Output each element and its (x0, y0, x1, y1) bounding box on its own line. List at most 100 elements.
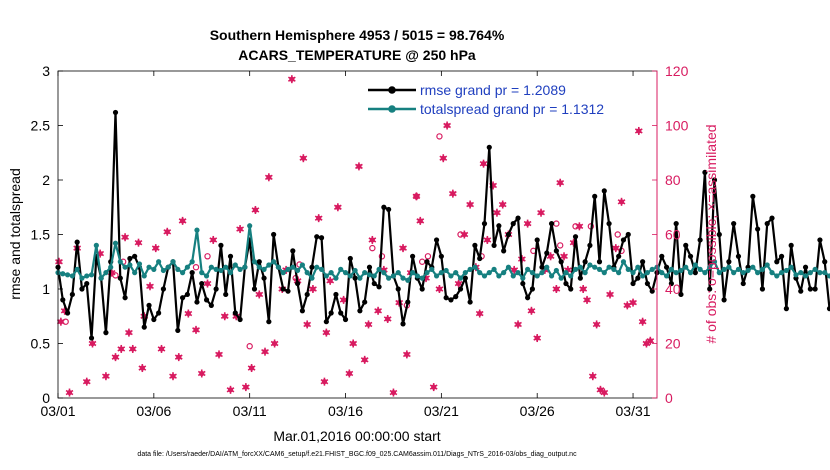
rmse-point (381, 204, 387, 210)
totalspread-point (649, 266, 655, 272)
totalspread-point (534, 273, 540, 279)
rmse-point (386, 206, 392, 213)
totalspread-point (290, 264, 296, 270)
totalspread-point (812, 266, 818, 272)
assimilated-obs-center (618, 199, 625, 205)
rmse-point (620, 237, 627, 243)
assimilated-obs-center (341, 297, 347, 303)
rmse-point (141, 324, 147, 330)
assimilated-obs-center (216, 351, 222, 358)
legend: rmse grand pr = 1.2089 totalspread grand… (368, 82, 604, 117)
rmse-point (721, 297, 727, 303)
totalspread-point (280, 270, 286, 276)
assimilated-obs-center (548, 253, 554, 259)
totalspread-point (620, 259, 627, 265)
totalspread-point (788, 264, 794, 270)
rmse-point (731, 221, 737, 227)
legend-rmse-marker (388, 86, 396, 94)
legend-rmse-label: rmse grand pr = 1.2089 (420, 82, 566, 98)
assimilated-obs-marker (466, 200, 474, 209)
rmse-point (683, 242, 689, 248)
assimilated-obs-marker (402, 350, 411, 359)
totalspread-point (592, 264, 598, 270)
assimilated-obs-marker (479, 159, 488, 168)
assimilated-obs-center (440, 155, 446, 161)
rmse-point (769, 215, 775, 221)
assimilated-obs-marker (320, 377, 329, 386)
assimilated-obs-marker (448, 189, 457, 198)
totalspread-point (381, 270, 387, 276)
assimilated-obs-marker (326, 276, 335, 285)
rmse-point (156, 310, 162, 316)
totalspread-point (352, 267, 358, 274)
rmse-point (410, 253, 416, 259)
totalspread-point (338, 266, 344, 272)
assimilated-obs-center (327, 278, 333, 284)
assimilated-obs-marker (264, 173, 273, 182)
totalspread-point (472, 264, 478, 270)
rmse-point (84, 280, 90, 287)
rmse-point (510, 221, 516, 227)
possible-obs-marker (614, 231, 621, 238)
assimilated-obs-marker (303, 320, 312, 329)
rmse-point (213, 286, 219, 292)
rmse-point (448, 297, 454, 303)
rmse-point (376, 284, 382, 290)
rmse-point (60, 297, 66, 303)
rmse-point (707, 286, 713, 292)
assimilated-obs-marker (443, 121, 451, 130)
assimilated-obs-marker (55, 257, 63, 266)
totalspread-point (376, 266, 382, 272)
assimilated-obs-marker (151, 244, 160, 253)
assimilated-obs-marker (475, 309, 484, 318)
assimilated-obs-marker (314, 214, 323, 223)
totalspread-point (357, 275, 363, 281)
assimilated-obs-marker (435, 285, 444, 293)
totalspread-point (769, 270, 775, 276)
assimilated-obs-center (590, 373, 596, 379)
rmse-point (304, 291, 310, 298)
totalspread-point (304, 270, 310, 276)
rmse-point (544, 250, 550, 256)
totalspread-point (601, 270, 607, 276)
totalspread-point (453, 270, 459, 276)
assimilated-obs-center (630, 300, 636, 306)
totalspread-point (515, 270, 521, 276)
assimilated-obs-marker (309, 285, 317, 293)
totalspread-point (558, 275, 564, 281)
assimilated-obs-center (199, 370, 205, 377)
totalspread-point (136, 261, 143, 267)
assimilated-obs-center (584, 297, 590, 303)
rmse-point (203, 297, 210, 303)
assimilated-obs-marker (483, 235, 492, 244)
rmse-point (568, 286, 574, 292)
possible-obs-marker (457, 231, 464, 238)
rmse-point (798, 288, 804, 294)
assimilated-obs-center (613, 245, 619, 251)
totalspread-point (467, 266, 473, 272)
totalspread-point (496, 273, 502, 279)
rmse-point (357, 308, 363, 314)
totalspread-point (711, 259, 718, 265)
assimilated-obs-marker (527, 306, 536, 315)
rmse-point (716, 231, 722, 238)
assimilated-obs-marker (174, 353, 183, 362)
assimilated-obs-marker (138, 364, 147, 373)
assimilated-obs-marker (368, 235, 377, 244)
assimilated-obs-center (147, 283, 153, 289)
rmse-point (486, 144, 492, 150)
assimilated-obs-marker (579, 285, 588, 293)
rmse-point (400, 321, 406, 327)
assimilated-obs-center (126, 330, 132, 336)
assimilated-obs-center (515, 321, 521, 328)
assimilated-obs-center (256, 291, 262, 298)
assimilated-obs-marker (429, 383, 438, 392)
assimilated-obs-center (477, 310, 483, 317)
rmse-point (778, 253, 785, 259)
rmse-point (548, 221, 555, 227)
totalspread-point (783, 267, 789, 274)
assimilated-obs-center (130, 346, 136, 352)
totalspread-point (410, 270, 416, 276)
rmse-point (529, 286, 536, 292)
totalspread-point (386, 275, 392, 281)
